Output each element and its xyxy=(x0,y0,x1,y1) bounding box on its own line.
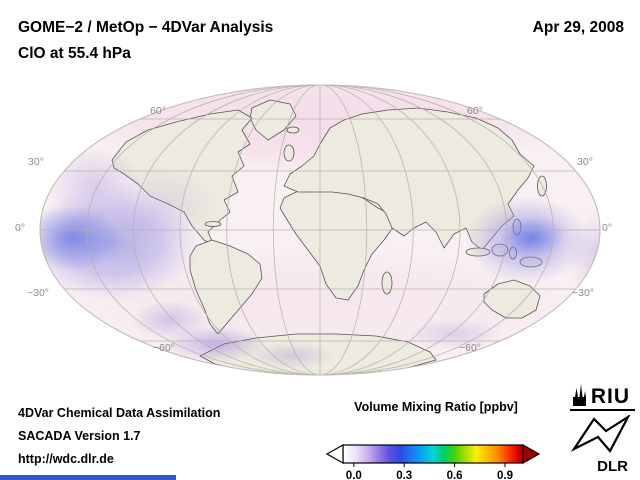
credit-line-url[interactable]: http://wdc.dlr.de xyxy=(18,452,114,466)
credits: 4DVar Chemical Data Assimilation SACADA … xyxy=(18,402,220,471)
colorbar-tick-label-0: 0.0 xyxy=(346,470,362,480)
island-madagascar xyxy=(381,271,393,295)
island-iceland xyxy=(286,126,300,134)
colorbar-tickmarks xyxy=(353,463,506,467)
riu-spires-icon xyxy=(572,384,586,406)
page-title: GOME−2 / MetOp − 4DVar Analysis xyxy=(18,19,274,36)
map-outline xyxy=(39,84,601,376)
lat-label-30s-right: −30° xyxy=(571,287,595,299)
credit-line-assimilation: 4DVar Chemical Data Assimilation xyxy=(18,406,221,420)
lat-label-60n-left: 60° xyxy=(150,105,166,117)
colorbar-title: Volume Mixing Ratio [ppbv] xyxy=(354,400,518,414)
dlr-logo-text: DLR xyxy=(597,458,628,475)
dlr-emblem-icon xyxy=(570,413,631,453)
credit-line-version: SACADA Version 1.7 xyxy=(18,429,141,443)
lat-label-eq-right: 0° xyxy=(601,222,613,234)
colorbar-tick-label-1: 0.3 xyxy=(396,470,412,480)
dlr-logo: DLR xyxy=(570,413,632,475)
lat-label-30s-left: −30° xyxy=(26,287,50,299)
colorbar-tick-label-2: 0.6 xyxy=(447,470,463,480)
riu-logo: RIU xyxy=(569,384,635,411)
lat-label-30n-right: 30° xyxy=(577,156,593,168)
lat-label-60s-right: −60° xyxy=(458,342,482,354)
continent-south-america xyxy=(189,239,263,335)
lat-label-eq-left: 0° xyxy=(14,222,26,234)
colorbar-gradient xyxy=(342,444,524,464)
analysis-date: Apr 29, 2008 xyxy=(532,19,624,36)
bottom-strip xyxy=(0,475,176,480)
island-britain xyxy=(283,144,295,162)
lat-label-30n-left: 30° xyxy=(28,156,44,168)
lat-label-60n-right: 60° xyxy=(467,105,483,117)
lat-label-60s-left: −60° xyxy=(152,342,176,354)
graticule xyxy=(40,85,600,375)
page-subtitle: ClO at 55.4 hPa xyxy=(18,45,131,62)
colorbar-tick-label-3: 0.9 xyxy=(497,470,513,480)
colorbar-left-arrow xyxy=(325,443,344,465)
riu-logo-text: RIU xyxy=(590,385,630,408)
colorbar-right-arrow xyxy=(522,443,541,465)
colorbar: 0.0 0.3 0.6 0.9 xyxy=(325,443,541,480)
